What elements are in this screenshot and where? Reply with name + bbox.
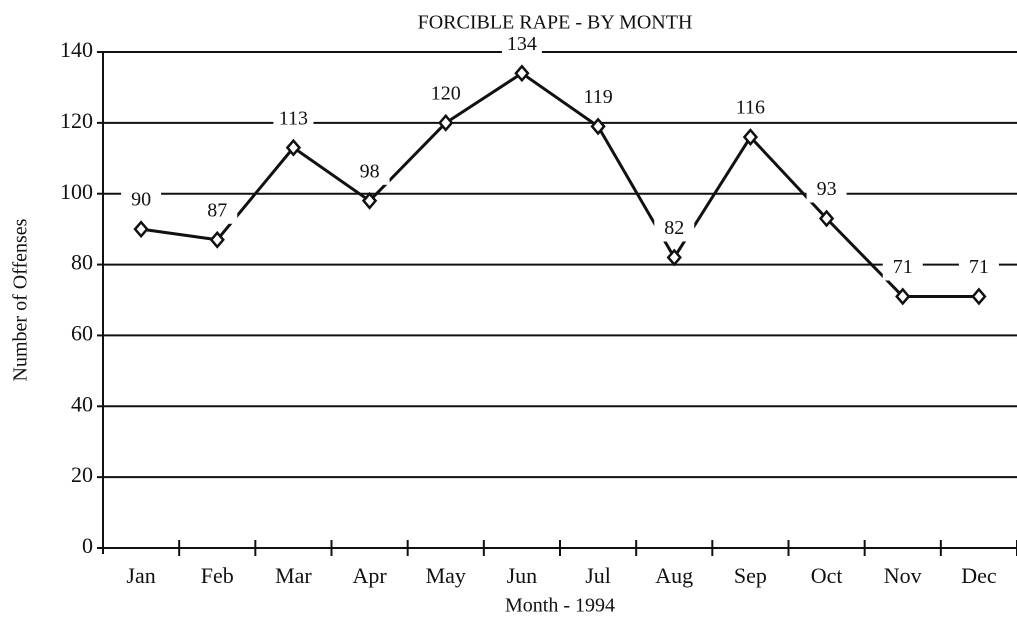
marker (285, 138, 302, 157)
data-line (140, 71, 979, 298)
x-tick-label: Oct (811, 563, 843, 588)
y-tick-label: 140 (60, 37, 93, 62)
y-axis-label: Number of Offenses (10, 218, 32, 381)
y-tick-label: 0 (82, 533, 93, 558)
marker (438, 113, 454, 132)
x-tick-label: Aug (655, 563, 693, 588)
value-label: 93 (817, 178, 837, 200)
marker (590, 117, 606, 136)
value-label: 71 (893, 256, 913, 278)
value-label-bg (121, 189, 162, 214)
marker (209, 230, 225, 249)
value-label-bg (730, 97, 771, 122)
marker (361, 191, 378, 210)
x-tick-label: Feb (201, 563, 234, 588)
marker (133, 220, 149, 239)
value-label: 71 (969, 256, 989, 278)
value-label-bg (425, 82, 466, 107)
value-label-bg (349, 160, 390, 185)
value-label: 116 (736, 97, 765, 119)
marker (895, 287, 911, 306)
value-label: 120 (431, 82, 461, 104)
y-tick-label: 40 (71, 391, 93, 416)
value-label-bg (197, 199, 238, 224)
value-label: 98 (360, 160, 380, 182)
value-label: 119 (583, 86, 612, 108)
value-label-bg (578, 86, 619, 111)
marker (971, 287, 987, 306)
chart-title: FORCIBLE RAPE - BY MONTH (418, 12, 693, 34)
marker (818, 209, 835, 228)
value-label-bg (654, 217, 695, 242)
marker (666, 248, 682, 267)
x-tick-label: Mar (275, 563, 312, 588)
x-tick-label: Jul (585, 563, 611, 588)
value-label: 87 (207, 199, 227, 221)
y-tick-label: 60 (71, 320, 93, 345)
value-label: 113 (279, 107, 308, 129)
value-label-bg (958, 256, 999, 281)
x-tick-label: Apr (352, 563, 387, 588)
value-label-bg (501, 33, 542, 58)
x-tick-label: Nov (884, 563, 922, 588)
y-tick-label: 120 (60, 108, 93, 133)
x-tick-label: May (426, 563, 466, 588)
value-label: 134 (507, 33, 537, 55)
y-tick-label: 80 (71, 250, 93, 275)
x-tick-label: Jan (126, 563, 155, 588)
value-label-bg (273, 107, 314, 132)
x-axis-label: Month - 1994 (505, 595, 615, 617)
y-tick-label: 100 (60, 179, 93, 204)
value-label: 90 (131, 189, 151, 211)
x-tick-label: Jun (507, 563, 538, 588)
y-tick-label: 20 (71, 462, 93, 487)
value-label-bg (882, 256, 923, 281)
marker (742, 128, 759, 146)
value-label-bg (806, 178, 847, 203)
x-tick-label: Sep (734, 563, 767, 588)
value-label: 82 (664, 217, 684, 239)
marker (514, 64, 530, 83)
x-tick-label: Dec (961, 563, 997, 588)
